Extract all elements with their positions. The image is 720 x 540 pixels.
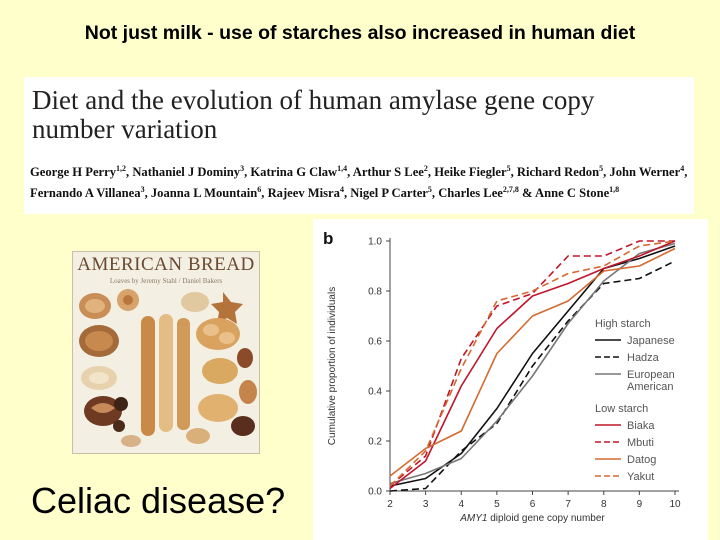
bread-illustration xyxy=(79,289,257,447)
author-name: Nigel P Carter xyxy=(350,186,428,201)
series-line-biaka xyxy=(389,240,676,490)
author-affiliation: 1,2 xyxy=(116,164,127,173)
author-name: Fernando A Villanea xyxy=(30,186,141,201)
amylase-cumulative-chart: b 0.0 0.2 0.4 0.6 0.8 1.0 2 3 4 5 6 7 8 9 10 Cumulative … xyxy=(313,219,708,540)
x-tick-label: 6 xyxy=(530,499,536,510)
paper-title: Diet and the evolution of human amylase … xyxy=(32,85,595,144)
legend-label: Hadza xyxy=(627,352,660,364)
y-tick-label: 0.2 xyxy=(368,437,382,448)
author-affiliation: 6 xyxy=(257,185,262,195)
legend-label: Mbuti xyxy=(627,437,654,449)
x-tick-label: 9 xyxy=(637,499,643,510)
x-tick-label: 4 xyxy=(458,499,464,510)
legend-label: European xyxy=(627,369,675,381)
legend-label: Yakut xyxy=(627,471,654,483)
author-affiliation: 2,7,8 xyxy=(502,185,519,195)
author-name: Nathaniel J Dominy xyxy=(132,165,241,180)
paper-header-image: Diet and the evolution of human amylase … xyxy=(24,77,694,214)
author-affiliation: 3 xyxy=(140,185,145,195)
author-affiliation: 5 xyxy=(427,185,432,195)
x-tick-label: 10 xyxy=(669,499,681,510)
y-tick-label: 0.0 xyxy=(368,487,382,498)
y-tick-label: 1.0 xyxy=(368,237,382,248)
slide-title: Not just milk - use of starches also inc… xyxy=(84,22,636,44)
series-line-european-american xyxy=(389,242,676,485)
american-bread-poster: AMERICAN BREAD Loaves by Jeremy Stahl / … xyxy=(72,251,260,454)
poster-title: AMERICAN BREAD xyxy=(77,254,255,275)
panel-label: b xyxy=(323,229,333,248)
author-name: Charles Lee xyxy=(438,186,503,201)
x-axis-label: AMY1 diploid gene copy number xyxy=(459,513,605,524)
series-line-hadza xyxy=(389,260,676,492)
author-affiliation: 1,4 xyxy=(337,164,348,173)
y-axis-label: Cumulative proportion of individuals xyxy=(327,287,338,445)
chart-svg: b 0.0 0.2 0.4 0.6 0.8 1.0 2 3 4 5 6 7 8 9 10 Cumulative … xyxy=(323,229,681,524)
series-line-yakut xyxy=(389,240,676,487)
series-line-datog xyxy=(389,247,676,477)
legend-group-title: High starch xyxy=(595,318,651,330)
x-tick-label: 5 xyxy=(494,499,500,510)
x-tick-label: 7 xyxy=(565,499,571,510)
legend-label: Datog xyxy=(627,454,656,466)
author-name: Richard Redon xyxy=(516,165,600,180)
author-name: John Werner xyxy=(609,165,681,180)
author-name: Heike Fiegler xyxy=(434,165,507,180)
y-tick-label: 0.4 xyxy=(368,387,382,398)
legend-label: Japanese xyxy=(627,335,675,347)
author-name: Arthur S Lee xyxy=(352,165,424,180)
y-tick-label: 0.8 xyxy=(368,287,382,298)
paper-authors: George H Perry1,2, Nathaniel J Dominy3, … xyxy=(30,164,688,201)
author-name: Katrina G Claw xyxy=(250,165,338,180)
author-affiliation: 3 xyxy=(240,164,245,173)
slide-caption: Celiac disease? xyxy=(31,480,286,521)
x-tick-label: 3 xyxy=(423,499,429,510)
author-affiliation: 4 xyxy=(680,164,685,173)
author-name: Joanna L Mountain xyxy=(150,186,258,201)
author-affiliation: 4 xyxy=(339,185,344,195)
author-affiliation: 5 xyxy=(599,164,604,173)
poster-subtitle: Loaves by Jeremy Stahl / Daniel Bakers xyxy=(109,277,223,285)
author-affiliation: 1,8 xyxy=(609,185,620,195)
author-affiliation: 2 xyxy=(423,164,428,173)
author-name: Anne C Stone xyxy=(534,186,610,201)
author-name: George H Perry xyxy=(30,165,117,180)
legend-group-title: Low starch xyxy=(595,403,648,415)
y-tick-label: 0.6 xyxy=(368,337,382,348)
author-affiliation: 5 xyxy=(506,164,511,173)
legend-label: Biaka xyxy=(627,420,655,432)
legend-label-cont: American xyxy=(627,381,673,393)
x-tick-label: 2 xyxy=(387,499,393,510)
author-name: Rajeev Misra xyxy=(267,186,340,201)
x-tick-label: 8 xyxy=(601,499,607,510)
